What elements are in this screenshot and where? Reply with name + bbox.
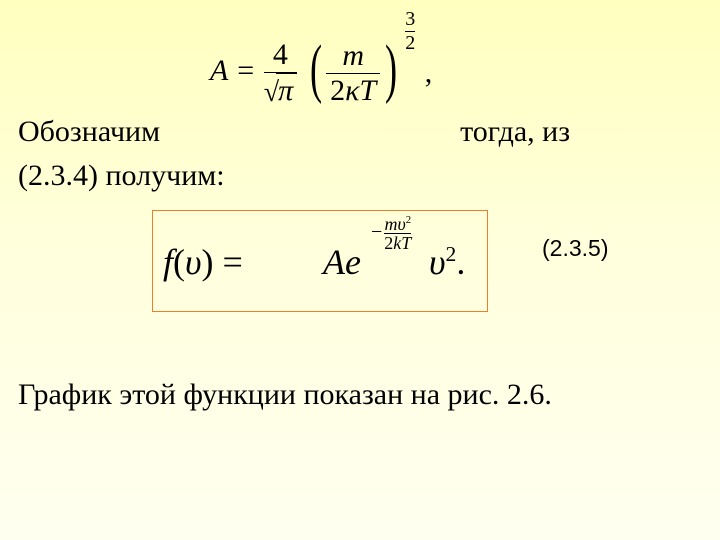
f-exp-den-T: T	[401, 233, 411, 253]
f-rparen: )	[202, 242, 214, 282]
frac2-den-2: 2	[330, 74, 345, 107]
paragraph-2: График этой функции показан на рис. 2.6.	[18, 378, 552, 412]
formula-a-frac1-num: 4	[264, 38, 297, 72]
frac2-den-T: T	[360, 74, 377, 107]
f-arg-upsilon: υ	[185, 242, 202, 282]
line2-text: (2.3.4) получим:	[18, 159, 225, 192]
f-letter: f	[163, 242, 173, 282]
formula-f-lhs: f(υ) =	[163, 241, 243, 283]
formula-f-Ae: Ae	[323, 241, 361, 283]
formula-f-box: f(υ) = Ae − mυ2 2kT υ2.	[152, 210, 488, 312]
frac2-den-kappa: κ	[345, 74, 359, 107]
formula-f-exponent: − mυ2 2kT	[371, 215, 411, 252]
f-exp-minus: −	[371, 221, 382, 243]
f-exp-den-2: 2	[384, 233, 393, 253]
f-tail-dot: .	[456, 242, 465, 282]
formula-a-comma: ,	[425, 56, 433, 89]
f-tail-v: υ	[429, 242, 446, 282]
f-exp-num-v: υ	[397, 214, 405, 234]
formula-a-lhs: A	[210, 54, 228, 87]
lead-text: Обозначим	[18, 115, 160, 148]
formula-a-eq: =	[237, 54, 254, 87]
sqrt-symbol: √	[264, 77, 279, 108]
lparen: (	[310, 39, 322, 98]
f-lparen: (	[173, 242, 185, 282]
trail-text-1: тогда, из	[460, 115, 570, 148]
pi-symbol: π	[276, 73, 297, 108]
exp-num: 3	[405, 8, 415, 31]
f-eq: =	[214, 242, 243, 282]
equation-number: (2.3.5)	[542, 235, 608, 262]
formula-a-definition: A = 4 √π ( m 2κT ) 3 2 ,	[210, 38, 432, 108]
formula-a-frac2-num: m	[326, 39, 380, 73]
f-exp-num-m: m	[384, 214, 397, 234]
f-A: A	[323, 242, 345, 282]
paragraph-1: Обозначим тогда, из (2.3.4) получим:	[18, 110, 702, 197]
f-tail-sq: 2	[446, 242, 457, 266]
exp-den: 2	[405, 31, 415, 55]
rparen: )	[385, 39, 397, 98]
f-e: e	[345, 242, 361, 282]
f-exp-num-sq: 2	[406, 214, 411, 226]
formula-f-tail: υ2.	[429, 241, 465, 283]
